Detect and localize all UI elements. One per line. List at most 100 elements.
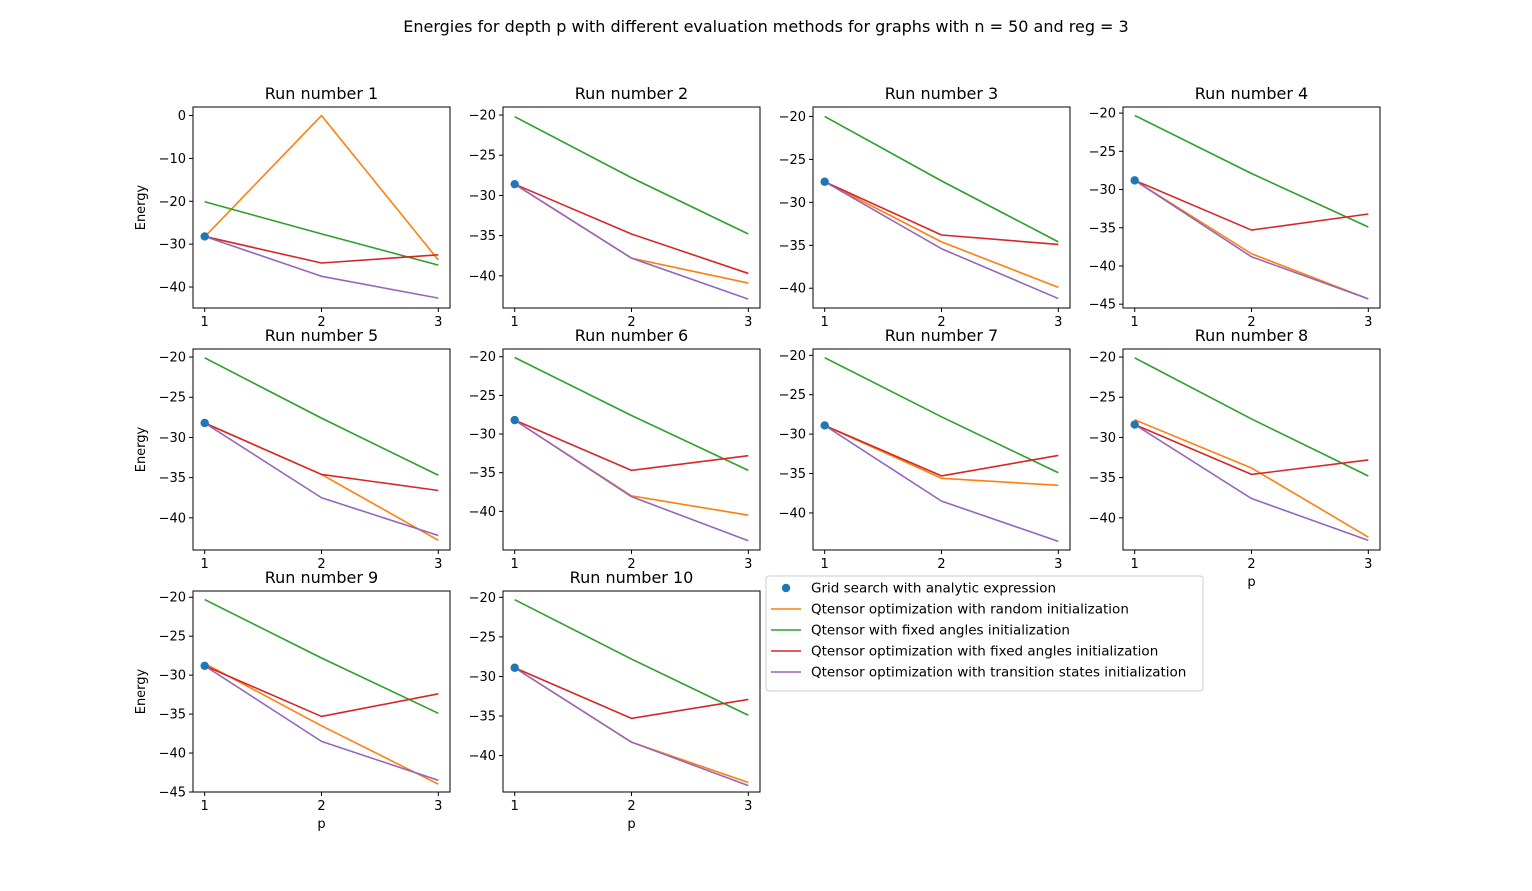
y-tick-label: −35 xyxy=(1089,221,1116,236)
y-tick-label: −35 xyxy=(1089,471,1116,486)
x-tick-label: 2 xyxy=(317,799,325,814)
grid-search-point xyxy=(200,661,209,670)
subplot-run-10: 1 2 3 −20 −25 −30 −35 −40 Run number 10 p xyxy=(469,568,761,832)
series-line-4 xyxy=(1134,423,1369,542)
subplot-run-9: 1 2 3 −20 −25 −30 −35 −40 −45 Run number 9 Energy p xyxy=(134,568,451,832)
x-tick-label: 2 xyxy=(317,557,325,572)
y-tick-label: −40 xyxy=(159,747,186,762)
x-tick-label: 1 xyxy=(511,315,519,330)
y-tick-label: −25 xyxy=(779,388,806,403)
grid-search-point xyxy=(510,663,519,672)
legend-box xyxy=(765,575,1204,692)
y-tick-label: −35 xyxy=(469,710,496,725)
series-line-4 xyxy=(514,183,749,300)
y-tick-label: −20 xyxy=(1089,107,1116,122)
series-line-3 xyxy=(824,181,1059,246)
x-tick-label: 3 xyxy=(1364,557,1372,572)
grid-search-point xyxy=(820,421,829,430)
x-tick-label: 1 xyxy=(201,557,209,572)
x-tick-label: 2 xyxy=(627,557,635,572)
y-tick-label: −30 xyxy=(779,196,806,211)
y-tick-label: −20 xyxy=(159,351,186,366)
subplot-run-1: 1 2 3 0 −10 −20 −30 −40 Run number 1 Energy xyxy=(134,84,451,330)
series-group xyxy=(204,114,439,299)
y-tick-label: −40 xyxy=(469,505,496,520)
subplot-title: Run number 3 xyxy=(885,84,998,103)
series-group xyxy=(514,356,749,542)
series-line-4 xyxy=(824,424,1059,543)
series-line-3 xyxy=(514,419,749,472)
legend-label: Qtensor optimization with fixed angles i… xyxy=(811,644,1158,660)
y-axis-label: Energy xyxy=(134,426,149,472)
series-line-1 xyxy=(204,662,439,785)
y-tick-label: −25 xyxy=(779,153,806,168)
y-tick-label: −25 xyxy=(1089,145,1116,160)
grid-search-point xyxy=(510,415,519,425)
series-line-3 xyxy=(204,235,439,264)
legend-marker xyxy=(781,583,791,593)
x-tick-label: 3 xyxy=(744,557,752,572)
y-tick-label: −35 xyxy=(159,708,186,723)
subplot-title: Run number 1 xyxy=(265,84,378,103)
y-tick-label: −45 xyxy=(1089,298,1116,313)
grid-search-point xyxy=(200,232,209,241)
grid-search-point xyxy=(1130,176,1139,185)
legend: Grid search with analytic expression Qten… xyxy=(765,575,1204,692)
y-tick-label: −20 xyxy=(469,591,496,606)
series-group xyxy=(204,357,439,542)
subplot-run-4: 1 2 3 −20 −25 −30 −35 −40 −45 Run number 4 xyxy=(1089,84,1381,330)
series-line-2 xyxy=(824,356,1059,474)
y-tick-label: −25 xyxy=(469,149,496,164)
x-axis-label: p xyxy=(317,817,325,832)
series-line-3 xyxy=(1134,179,1369,231)
x-tick-label: 3 xyxy=(1054,315,1062,330)
y-tick-label: −30 xyxy=(469,428,496,443)
figure-title: Energies for depth p with different eval… xyxy=(403,17,1128,36)
x-tick-label: 2 xyxy=(627,799,635,814)
series-line-3 xyxy=(514,667,749,720)
series-group xyxy=(1134,357,1369,542)
series-line-1 xyxy=(824,181,1059,289)
x-tick-label: 1 xyxy=(511,799,519,814)
y-tick-label: −30 xyxy=(159,669,186,684)
subplot-run-7: 1 2 3 −20 −25 −30 −35 −40 Run number 7 xyxy=(779,326,1071,572)
grid-search-point xyxy=(510,179,519,189)
legend-entry-2: Qtensor optimization with random initial… xyxy=(771,602,1129,618)
y-tick-label: −30 xyxy=(469,189,496,204)
subplot-title: Run number 9 xyxy=(265,568,378,587)
legend-label: Qtensor with fixed angles initialization xyxy=(811,623,1070,639)
x-tick-label: 1 xyxy=(1131,557,1139,572)
y-tick-label: −25 xyxy=(469,630,496,645)
y-tick-label: −30 xyxy=(1089,183,1116,198)
subplot-title: Run number 10 xyxy=(570,568,694,587)
grid-search-point xyxy=(820,177,829,186)
y-tick-label: −10 xyxy=(159,152,186,167)
y-tick-label: −40 xyxy=(469,269,496,284)
x-tick-label: 3 xyxy=(744,315,752,330)
y-tick-label: −40 xyxy=(779,506,806,521)
subplot-title: Run number 6 xyxy=(575,326,688,345)
subplot-run-6: 1 2 3 −20 −25 −30 −35 −40 Run number 6 xyxy=(469,326,761,572)
series-line-2 xyxy=(1134,357,1369,477)
subplot-run-3: 1 2 3 −20 −25 −30 −35 −40 Run number 3 xyxy=(779,84,1071,330)
y-tick-label: −30 xyxy=(159,431,186,446)
legend-label: Qtensor optimization with random initial… xyxy=(811,602,1129,618)
legend-entry-5: Qtensor optimization with transition sta… xyxy=(771,665,1186,681)
y-tick-label: −20 xyxy=(469,109,496,124)
x-tick-label: 1 xyxy=(1131,315,1139,330)
y-tick-label: −40 xyxy=(159,281,186,296)
x-tick-label: 3 xyxy=(434,315,442,330)
series-line-4 xyxy=(514,419,749,542)
y-axis-label: Energy xyxy=(134,184,149,230)
series-line-4 xyxy=(204,235,439,299)
legend-label: Grid search with analytic expression xyxy=(811,581,1056,597)
series-line-2 xyxy=(514,356,749,472)
legend-entry-1: Grid search with analytic expression xyxy=(781,581,1056,597)
x-tick-label: 3 xyxy=(434,799,442,814)
x-tick-label: 1 xyxy=(821,557,829,572)
y-tick-label: −30 xyxy=(779,428,806,443)
x-tick-label: 3 xyxy=(744,799,752,814)
grid-search-point xyxy=(200,418,209,428)
x-tick-label: 2 xyxy=(317,315,325,330)
